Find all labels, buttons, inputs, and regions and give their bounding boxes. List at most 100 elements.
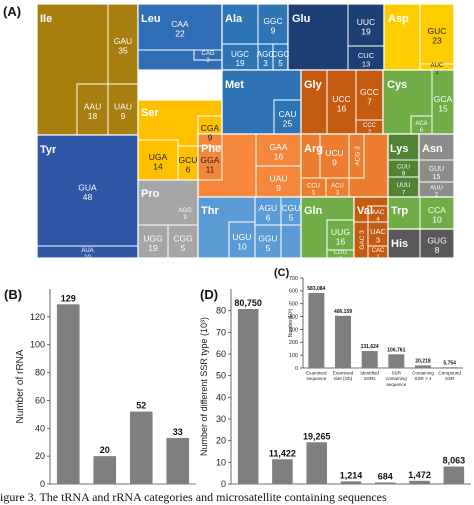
treemap-codon-value: 9 (271, 26, 276, 36)
chartD-bar (340, 481, 362, 484)
treemap-codon-label: CUG (334, 250, 348, 256)
treemap-group-label-arg: Arg (304, 143, 323, 155)
treemap-group-label-asp: Asp (388, 13, 409, 25)
chartC-value-label: 583,084 (307, 286, 325, 292)
treemap-codon-label: UCU (325, 148, 343, 158)
ssr-summary-inset-chart: 0 100 200 300 400 500 600 700 583,084 Examined seq… (272, 266, 474, 388)
treemap-codon-value: 2 (435, 193, 439, 199)
treemap-codon-value: 5 (278, 59, 283, 68)
chartD-y-tick-label: 0 (221, 479, 226, 489)
treemap-codon-label: GAU (114, 36, 132, 46)
chartB-bar (56, 304, 80, 484)
chartB-category-label: 5.8S rRNA (86, 489, 125, 490)
chartC-value-label: 5,754 (443, 360, 456, 366)
chartD-bar (375, 482, 396, 484)
treemap-codon-label: CCA (428, 205, 446, 215)
chartD-y-tick-label: 10 (216, 457, 226, 467)
panel-label-a: (A) (3, 4, 21, 19)
treemap-codon-label: GCC (360, 87, 379, 97)
chartD-value-label: 684 (378, 472, 393, 482)
treemap-codon-value: 6 (420, 128, 424, 134)
chartC-bar (441, 367, 458, 368)
chartC-category-label: SSR containing sequence (386, 371, 407, 387)
treemap-codon-label: CAG (201, 51, 214, 57)
treemap-codon-label: AAU (84, 102, 101, 112)
treemap-codon-value: 2 (368, 130, 372, 136)
treemap-codon-cell (197, 145, 223, 181)
treemap-codon-label: GGC (263, 16, 282, 26)
chartB-value-label: 52 (136, 401, 146, 411)
treemap-group-label-glu: Glu (292, 13, 310, 25)
chartD-y-tick-label: 30 (216, 414, 226, 424)
treemap-group-arg (300, 133, 389, 198)
chartB-y-tick-label: 40 (35, 423, 45, 433)
treemap-codon-label: GCA (434, 94, 453, 104)
treemap-codon-value: 14 (153, 162, 163, 172)
treemap-codon-label: CAC (372, 248, 385, 254)
chartC-y-tick-label: 0 (295, 366, 298, 372)
treemap-codon-label: UAC (370, 227, 386, 236)
chartB-bar (93, 456, 117, 484)
treemap-codon-label: UUU (397, 182, 411, 189)
treemap-codon-value: 11 (206, 165, 215, 175)
treemap-codon-label: AAC (372, 210, 385, 216)
chartD-value-label: 19,265 (303, 431, 331, 441)
chartB-category-label: 18S rRNA (123, 489, 160, 490)
chartD-category-label: p6 (414, 489, 425, 490)
chartD-y-tick-label: 40 (216, 392, 226, 402)
treemap-group-ile (36, 3, 139, 136)
treemap-codon-cell (254, 224, 282, 259)
treemap-codon-label: ACA (415, 121, 427, 127)
treemap-group-label-tyr: Tyr (40, 144, 57, 156)
treemap-codon-value: 3 (263, 59, 268, 68)
treemap-codon-value: 10 (432, 215, 442, 225)
treemap-codon-value: 19 (235, 59, 245, 68)
treemap-codon-label: GUU (429, 166, 444, 173)
treemap-codon-value: 6 (266, 213, 271, 223)
treemap-codon-label: GAG 3 (214, 75, 221, 95)
treemap-codon-label: UGA (149, 152, 168, 162)
treemap-group-label-ile: Ile (40, 13, 52, 25)
treemap-codon-value: 23 (432, 36, 442, 46)
treemap-codon-value: 10 (237, 242, 247, 252)
chartC-y-tick-label: 200 (289, 340, 298, 346)
treemap-codon-label: CUU (397, 165, 410, 171)
treemap-codon-value: 3 (206, 58, 210, 64)
treemap-codon-value: 13 (362, 60, 370, 69)
treemap-codon-value: 7 (151, 87, 156, 97)
chartD-y-tick-label: 20 (216, 436, 226, 446)
chartD-category-label: p2 (277, 489, 288, 490)
chartD-category-label: p4 (346, 489, 357, 490)
treemap-codon-value: 19 (361, 27, 371, 37)
treemap-group-label-phe: Phe (201, 143, 221, 155)
treemap-codon-label: CGA (201, 123, 220, 133)
treemap-group-label-gln: Gln (304, 205, 323, 217)
treemap-codon-label: UUG (331, 227, 350, 237)
treemap-codon-label: UAU (270, 174, 288, 184)
chartC-y-tick-label: 300 (289, 327, 298, 333)
chartD-y-tick-label: 80 (216, 306, 226, 316)
treemap-group-label-lys: Lys (390, 143, 409, 155)
chartB-y-tick-label: 120 (30, 312, 45, 322)
chartD-y-tick-label: 60 (216, 349, 226, 359)
treemap-codon-value: 8 (435, 245, 440, 255)
treemap-codon-label: UUC (357, 17, 375, 27)
treemap-group-val (353, 196, 389, 259)
treemap-codon-value: 1 (435, 70, 439, 76)
treemap-codon-value: 10 (84, 255, 91, 261)
treemap-group-label-val: Val (357, 205, 373, 217)
chartD-y-tick-label: 70 (216, 327, 226, 337)
chartC-category-label: Identified SSRs (360, 371, 379, 382)
chartB-y-tick-label: 20 (35, 451, 45, 461)
treemap-codon-value: 3 (376, 236, 380, 245)
treemap-group-asn (418, 133, 455, 198)
chartB-y-tick-label: 0 (40, 479, 45, 489)
treemap-group-label-cys: Cys (387, 79, 407, 91)
treemap-codon-value: 5 (181, 243, 186, 253)
treemap-codon-value: 15 (433, 174, 441, 181)
panel-label-b: (B) (4, 287, 22, 302)
treemap-codon-cell (355, 119, 384, 135)
treemap-codon-label: AUC (431, 63, 444, 69)
treemap-codon-value: 22 (175, 29, 185, 39)
treemap-codon-cell (272, 43, 289, 71)
